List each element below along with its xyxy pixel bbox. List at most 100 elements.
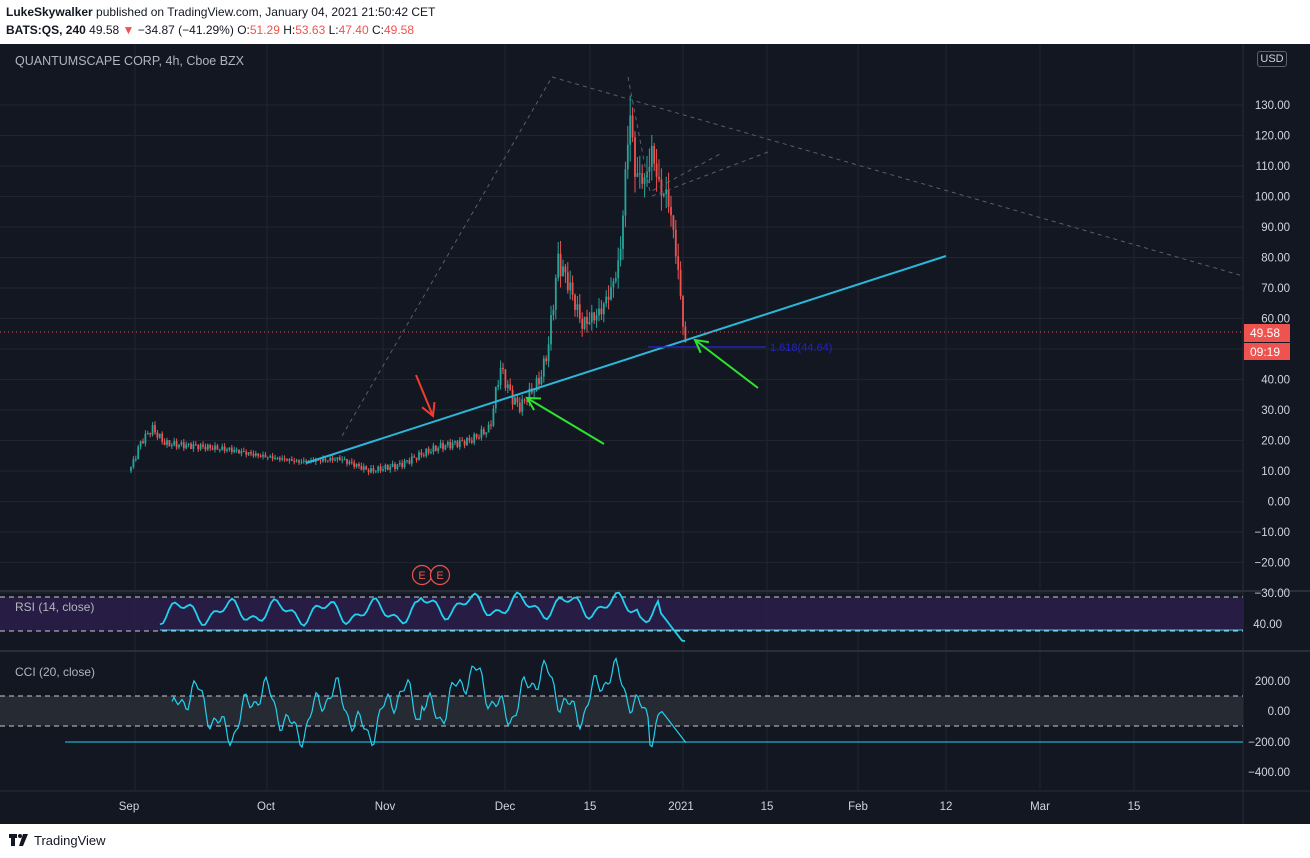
candle-body [295,460,298,462]
candle-body [362,466,365,470]
candle-body [360,466,363,470]
candle-body [346,459,348,464]
candle-body [250,452,252,454]
candle-body [178,444,180,448]
candle-body [566,272,569,291]
change-value: −34.87 (−41.29%) [137,23,234,37]
close-value: 49.58 [384,23,415,37]
candle-body [401,462,404,468]
cci-axis-label: −400.00 [1248,767,1290,779]
candle-body [665,189,668,195]
price-axis-label: −20.00 [1255,558,1291,570]
candle-body [187,443,190,445]
candle-body [442,442,444,450]
candle-body [355,464,358,467]
candle-body [626,144,629,170]
candle-body [612,281,615,288]
cci-label: CCI (20, close) [15,665,95,679]
pattern-drawing [341,76,1244,437]
candle-body [420,452,423,456]
candle-body [506,384,509,389]
candle-body [590,312,593,323]
candle-body [283,458,286,460]
ohlc-legend: BATS:QS, 240 49.58 ▼ −34.87 (−41.29%) O:… [6,23,414,37]
arrow-shaft [526,397,605,445]
candle-body [610,287,612,300]
candle-body [562,266,564,277]
candle-body [290,459,293,461]
candle-body [209,444,212,449]
candle-body [154,425,156,433]
candle-body [259,455,262,457]
candle-body [372,468,375,472]
candle-body [684,326,687,343]
candle-body [638,173,641,175]
candle-body [643,177,646,184]
candle-body [353,462,356,467]
candle-body [540,376,543,385]
candle-body [667,189,670,207]
candle-body [278,457,281,460]
candle-body [547,344,550,362]
candle-body [379,466,382,471]
pattern-drawing [651,151,769,197]
candle-body [192,444,195,449]
tradingview-brand[interactable]: TradingView [34,833,106,848]
candle-body [158,433,161,438]
candle-body [348,461,351,464]
candle-body [322,458,324,462]
candle-body [682,296,684,327]
candle-body [264,454,267,458]
arrow-head [421,401,436,418]
candle-body [233,450,236,452]
candle-body [473,434,476,443]
time-axis-label: Mar [1030,801,1050,813]
candle-body [600,308,603,315]
candle-body [286,459,288,461]
candle-body [218,449,221,451]
candle-body [317,459,320,461]
candle-body [470,440,473,443]
candle-body [252,453,255,456]
candle-body [156,432,159,438]
candle-body [142,441,144,444]
candle-body [274,457,276,459]
candle-body [410,456,413,464]
candle-body [298,460,300,463]
rsi-axis-label: 40.00 [1253,619,1282,631]
candle-body [202,444,204,447]
currency-badge[interactable]: USD [1257,51,1287,67]
high-value: 53.63 [295,23,326,37]
candle-body [538,378,540,385]
price-axis-label: 110.00 [1256,161,1290,173]
candle-body [367,469,370,473]
candle-body [403,460,406,468]
candle-body [247,452,250,455]
candle-body [305,460,308,463]
candle-body [341,459,344,461]
candle-body [175,441,178,448]
red-arrow-icon [415,374,436,418]
chart-canvas[interactable]: 1.618(44.64)130.00120.00110.00100.0090.0… [0,44,1310,824]
candle-body [478,437,480,439]
candle-body [578,304,581,319]
candle-body [422,455,425,457]
author-name[interactable]: LukeSkywalker [6,5,93,19]
close-label: C: [372,23,384,37]
chart-area[interactable]: 1.618(44.64) 130.00 120.00 110.00 100.00 90.0… [0,44,1310,824]
candle-body [574,294,576,310]
fib-label: 1.618(44.64) [770,342,832,354]
candle-body [223,446,226,451]
candle-body [406,460,408,462]
candle-body [329,457,332,461]
candle-body [216,445,219,450]
candle-body [434,445,437,451]
candle-body [245,451,248,455]
price-axis-label: 90.00 [1261,222,1290,234]
candle-body [482,429,485,435]
candle-body [427,448,430,453]
price-axis-label: 60.00 [1261,314,1290,326]
candle-body [583,316,586,329]
candle-body [437,448,440,451]
candle-body [418,452,420,460]
